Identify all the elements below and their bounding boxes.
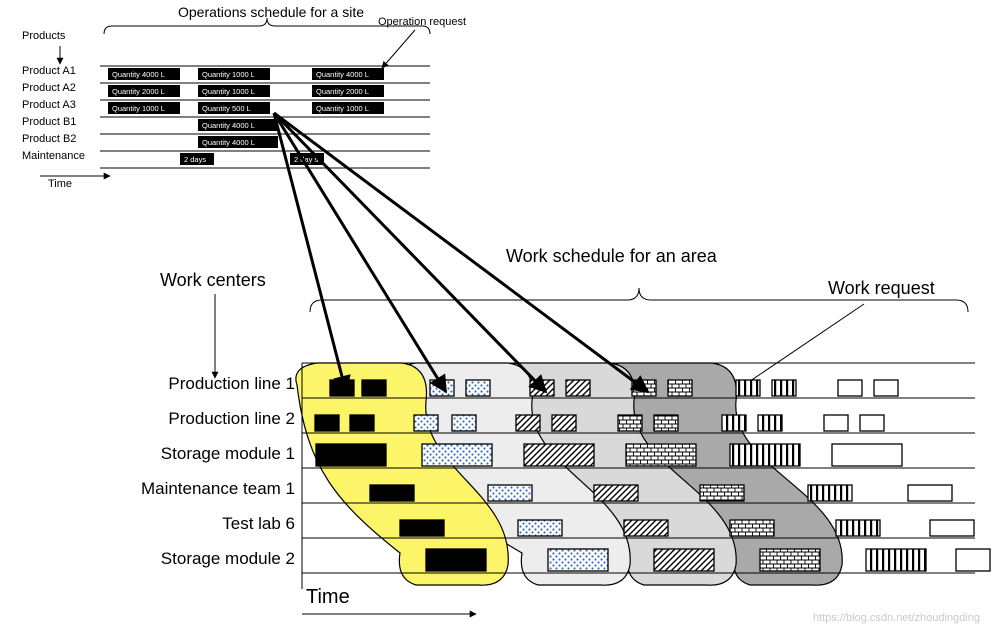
operation-request-box: Quantity 4000 L: [202, 138, 255, 147]
mapping-arrow: [274, 113, 446, 392]
work-request-box: [836, 520, 880, 536]
work-center-label: Maintenance team 1: [141, 479, 295, 499]
work-request-box: [370, 485, 414, 501]
operation-request-label: Operation request: [378, 16, 466, 28]
work-request-box: [930, 520, 974, 536]
work-request-box: [908, 485, 952, 501]
operation-request-box: Quantity 1000 L: [202, 87, 255, 96]
work-request-box: [316, 444, 386, 466]
work-request-box: [422, 444, 492, 466]
work-request-box: [548, 549, 608, 571]
work-center-label: Storage module 2: [161, 549, 295, 569]
work-request-box: [518, 520, 562, 536]
work-request-box: [700, 485, 744, 501]
work-request-box: [956, 549, 990, 571]
work-request-box: [838, 380, 862, 396]
work-request-box: [824, 415, 848, 431]
work-request-box: [488, 485, 532, 501]
operation-request-box: Quantity 4000 L: [112, 70, 165, 79]
work-request-box: [808, 485, 852, 501]
work-center-label: Test lab 6: [222, 514, 295, 534]
watermark: https://blog.csdn.net/zhoudingding: [813, 612, 980, 624]
work-request-box: [552, 415, 576, 431]
work-request-box: [730, 444, 800, 466]
operation-request-box: Quantity 1000 L: [202, 70, 255, 79]
operation-request-box: Quantity 2000 L: [112, 87, 165, 96]
work-request-box: [400, 520, 444, 536]
work-request-box: [626, 444, 696, 466]
work-request-box: [668, 380, 692, 396]
work-request-box: [350, 415, 374, 431]
work-request-box: [618, 415, 642, 431]
work-request-box: [426, 549, 486, 571]
products-header: Products: [22, 30, 65, 42]
work-request-box: [414, 415, 438, 431]
work-request-box: [760, 549, 820, 571]
work-center-label: Production line 2: [168, 409, 295, 429]
work-request-box: [758, 415, 782, 431]
product-row-label: Maintenance: [22, 150, 85, 162]
work-request-box: [516, 415, 540, 431]
product-row-label: Product B1: [22, 116, 76, 128]
operation-request-box: Quantity 500 L: [202, 104, 251, 113]
work-request-box: [654, 415, 678, 431]
work-request-box: [772, 380, 796, 396]
operation-request-box: Quantity 1000 L: [316, 104, 369, 113]
operation-request-box: Quantity 2000 L: [316, 87, 369, 96]
work-request-box: [362, 380, 386, 396]
work-request-box: [832, 444, 902, 466]
work-request-box: [524, 444, 594, 466]
work-center-label: Storage module 1: [161, 444, 295, 464]
product-row-label: Product A2: [22, 82, 76, 94]
product-row-label: Product A3: [22, 99, 76, 111]
work-request-label: Work request: [828, 278, 935, 299]
work-request-box: [452, 415, 476, 431]
work-request-box: [466, 380, 490, 396]
time-label-lower: Time: [306, 586, 350, 609]
operation-request-box: 2 days: [184, 155, 206, 164]
work-centers-label: Work centers: [160, 270, 266, 291]
work-request-box: [624, 520, 668, 536]
work-request-box: [315, 415, 339, 431]
work-request-box: [730, 520, 774, 536]
work-request-box: [866, 549, 926, 571]
operation-request-box: Quantity 4000 L: [202, 121, 255, 130]
operation-request-box: Quantity 4000 L: [316, 70, 369, 79]
work-request-box: [874, 380, 898, 396]
work-request-box: [722, 415, 746, 431]
work-request-box: [860, 415, 884, 431]
work-request-box: [566, 380, 590, 396]
product-row-label: Product A1: [22, 65, 76, 77]
time-label-upper: Time: [48, 178, 72, 190]
work-request-box: [594, 485, 638, 501]
work-request-box: [736, 380, 760, 396]
work-center-label: Production line 1: [168, 374, 295, 394]
product-row-label: Product B2: [22, 133, 76, 145]
work-request-box: [654, 549, 714, 571]
operation-request-box: Quantity 1000 L: [112, 104, 165, 113]
ops-schedule-title: Operations schedule for a site: [178, 4, 364, 20]
